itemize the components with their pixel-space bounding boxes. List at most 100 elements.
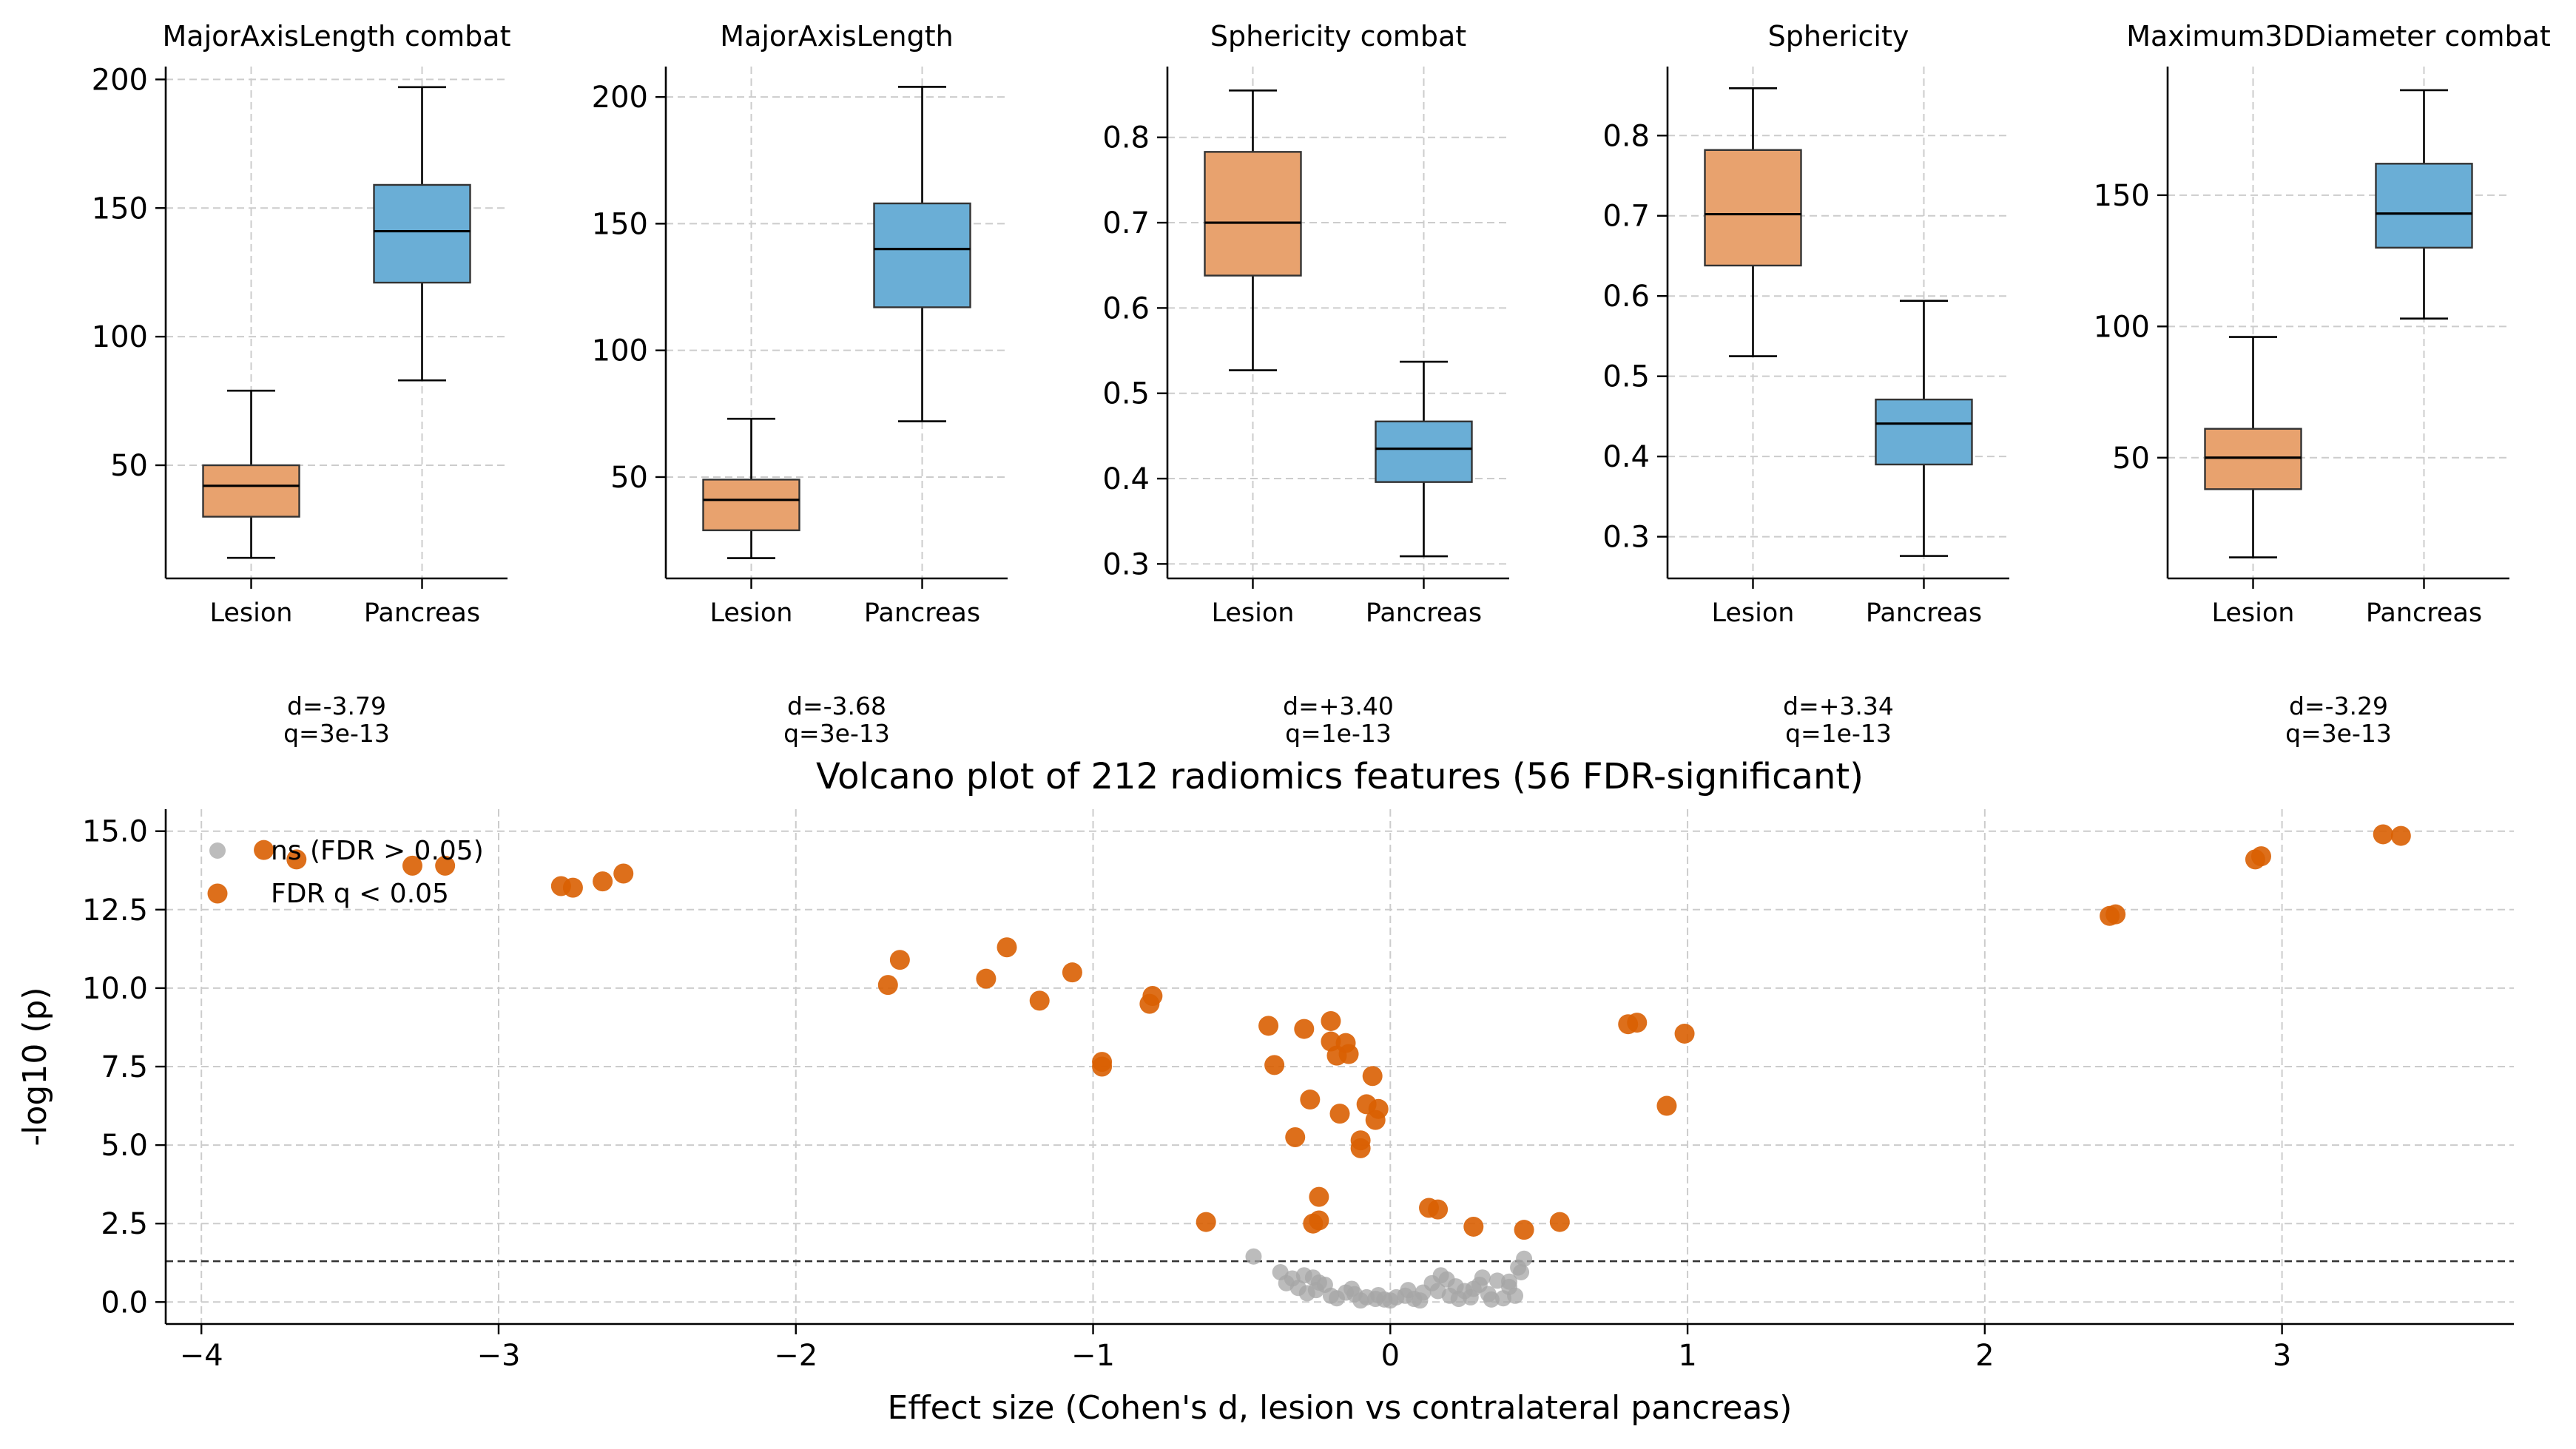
x-tick-label: Lesion: [210, 598, 293, 628]
q-value-label: q=3e-13: [783, 719, 890, 748]
ns-point: [1450, 1291, 1467, 1308]
y-tick-label: 0.4: [1602, 440, 1650, 474]
significant-point: [1368, 1098, 1389, 1119]
significant-point: [1428, 1199, 1449, 1220]
significant-point: [2250, 846, 2271, 867]
pancreas-box: [1375, 420, 1473, 483]
y-tick-label: 100: [592, 334, 648, 368]
significant-point: [877, 975, 898, 996]
significant-point: [1656, 1095, 1677, 1116]
y-tick-label: 0.7: [1602, 200, 1650, 234]
significant-point: [1300, 1090, 1321, 1110]
ns-point: [1343, 1280, 1361, 1297]
significant-point: [1329, 1104, 1350, 1124]
boxplot-panel: 0.3 0.4 0.5 0.6 0.7 0.8 Lesion Pancreas Spherici…: [1102, 20, 1509, 748]
ns-point: [1298, 1285, 1315, 1302]
y-tick-label: 0.7: [1102, 206, 1150, 240]
lesion-box: [202, 464, 300, 518]
y-tick-label: 200: [592, 81, 648, 115]
significant-point: [593, 871, 613, 892]
y-tick-label: 10.0: [82, 972, 148, 1006]
effect-size-label: d=-3.79: [287, 692, 386, 720]
legend: ns (FDR > 0.05) FDR q < 0.05: [207, 836, 484, 909]
pancreas-box: [1875, 398, 1973, 466]
boxplot-panel: 50 100 150 Lesion Pancreas Maximum3DDiameter …: [2094, 20, 2551, 748]
panel-title: Sphericity combat: [1210, 20, 1466, 53]
lesion-box: [1704, 149, 1802, 267]
x-tick-label: Lesion: [710, 598, 793, 628]
significant-point: [613, 863, 634, 884]
y-axis-label: -log10 (p): [16, 987, 54, 1146]
boxplot-panel: 0.3 0.4 0.5 0.6 0.7 0.8 Lesion Pancreas Spherici…: [1602, 20, 2009, 748]
ns-point: [1510, 1259, 1527, 1276]
pancreas-box: [873, 202, 971, 308]
volcano-plot: −4 −3 −2 −1 0 1 2 3 0.0 2.5 5.0 7.5 10.0 12.5 15.0 Volc…: [16, 756, 2514, 1427]
effect-size-label: d=-3.29: [2289, 692, 2388, 720]
ns-point: [1370, 1286, 1387, 1303]
significant-point: [1514, 1220, 1534, 1240]
y-tick-label: 0.4: [1102, 462, 1150, 496]
significant-point: [254, 840, 274, 860]
y-tick-label: 12.5: [82, 894, 148, 928]
significant-point: [402, 855, 422, 876]
significant-point: [1142, 986, 1163, 1007]
x-tick-label: −2: [774, 1339, 817, 1373]
ns-point: [1483, 1291, 1500, 1308]
y-tick-label: 100: [92, 320, 148, 354]
pancreas-box: [2375, 163, 2473, 249]
significant-point: [1549, 1212, 1570, 1232]
significant-point: [1285, 1127, 1306, 1147]
significant-point: [997, 937, 1017, 958]
legend-significant-marker: [207, 883, 228, 904]
x-tick-label: Pancreas: [1866, 598, 1982, 628]
x-tick-label: 2: [1975, 1339, 1994, 1373]
legend-ns-marker: [209, 842, 226, 859]
significant-point: [1463, 1216, 1484, 1237]
boxplot-panel: 50 100 150 200 Lesion Pancreas MajorAxisLength…: [592, 20, 1008, 748]
significant-point: [1627, 1013, 1648, 1033]
y-tick-label: 150: [2094, 179, 2150, 213]
y-tick-label: 100: [2094, 310, 2150, 344]
x-tick-label: Lesion: [1712, 598, 1795, 628]
x-axis-label: Effect size (Cohen's d, lesion vs contra…: [888, 1389, 1793, 1427]
legend-significant-label: FDR q < 0.05: [271, 879, 449, 909]
y-tick-label: 0.6: [1102, 291, 1150, 325]
ns-point: [1278, 1274, 1295, 1291]
y-tick-label: 50: [610, 461, 648, 495]
x-tick-label: −1: [1071, 1339, 1115, 1373]
significant-point: [1264, 1055, 1285, 1075]
effect-size-label: d=+3.40: [1283, 692, 1394, 720]
x-tick-label: Pancreas: [1366, 598, 1482, 628]
significant-point: [976, 968, 997, 989]
significant-point: [2373, 824, 2393, 845]
ns-point: [1310, 1274, 1327, 1291]
y-tick-label: 2.5: [101, 1207, 148, 1241]
y-tick-label: 150: [592, 207, 648, 241]
significant-point: [1338, 1044, 1359, 1064]
y-tick-label: 0.3: [1102, 547, 1150, 581]
y-tick-label: 50: [110, 449, 148, 483]
y-tick-label: 0.6: [1602, 280, 1650, 314]
panel-title: MajorAxisLength: [720, 20, 953, 53]
legend-ns-label: ns (FDR > 0.05): [271, 836, 484, 866]
significant-point: [1309, 1210, 1329, 1231]
x-tick-label: −3: [477, 1339, 521, 1373]
significant-point: [435, 855, 456, 876]
significant-point: [1062, 962, 1082, 983]
y-tick-label: 0.5: [1602, 360, 1650, 394]
significant-point: [1092, 1056, 1113, 1077]
ns-point: [1501, 1273, 1518, 1290]
y-tick-label: 200: [92, 63, 148, 97]
significant-point: [1321, 1010, 1341, 1031]
significant-point: [889, 950, 910, 970]
y-tick-label: 150: [92, 192, 148, 226]
significant-point: [1196, 1212, 1216, 1232]
q-value-label: q=1e-13: [1785, 719, 1892, 748]
x-tick-label: Lesion: [2212, 598, 2295, 628]
x-tick-label: −4: [180, 1339, 223, 1373]
volcano-title: Volcano plot of 212 radiomics features (…: [816, 756, 1864, 797]
significant-point: [1674, 1023, 1695, 1044]
y-tick-label: 0.8: [1102, 121, 1150, 155]
ns-point: [1412, 1292, 1429, 1309]
